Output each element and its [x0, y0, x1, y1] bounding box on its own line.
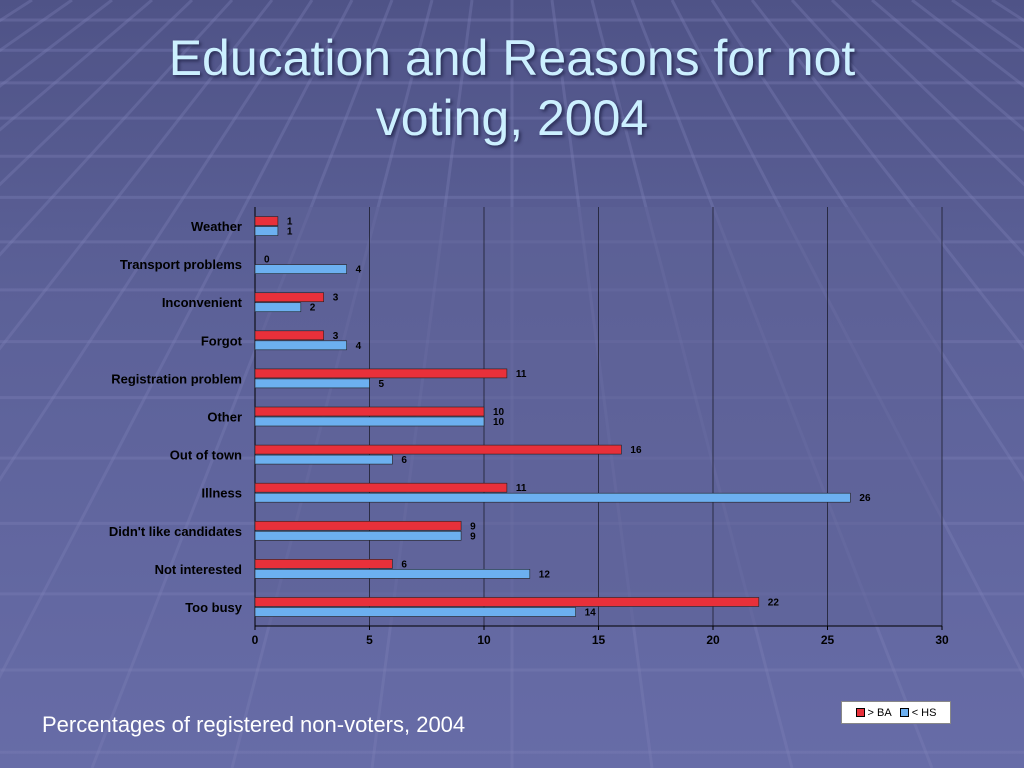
- background-grid-line: [90, 0, 394, 768]
- background-grid-line: [750, 0, 1024, 351]
- bar-hs: [254, 340, 347, 351]
- data-label-hs: 14: [585, 607, 597, 618]
- y-category-label: Weather: [191, 219, 242, 234]
- bar-ba: [254, 330, 324, 341]
- y-category-label: Didn't like candidates: [109, 524, 242, 539]
- x-tick-label: 30: [935, 633, 949, 647]
- bar-ba: [254, 292, 324, 303]
- data-label-ba: 6: [401, 559, 407, 570]
- y-category-label: Not interested: [155, 562, 242, 577]
- background-grid-line: [790, 0, 1024, 257]
- legend-label-hs: < HS: [911, 706, 937, 719]
- legend-swatch-hs: [899, 708, 909, 717]
- y-category-label: Out of town: [170, 448, 242, 463]
- x-tick-label: 5: [366, 633, 373, 647]
- data-label-hs: 10: [493, 417, 505, 428]
- bar-hs: [254, 264, 347, 274]
- bar-hs: [254, 569, 531, 579]
- data-label-hs: 4: [356, 265, 362, 276]
- legend-label-ba: > BA: [867, 706, 892, 719]
- x-tick-label: 0: [252, 633, 259, 647]
- bar-ba: [254, 520, 462, 531]
- x-tick-label: 10: [477, 633, 491, 647]
- chart-legend: > BA < HS: [841, 701, 951, 724]
- data-label-hs: 5: [379, 379, 385, 390]
- data-label-ba: 11: [516, 483, 527, 494]
- bar-ba: [254, 559, 393, 569]
- data-label-ba: 10: [493, 407, 505, 418]
- slide-title-line-1: Education and Reasons for not: [168, 30, 856, 86]
- bar-hs: [254, 416, 485, 427]
- y-category-label: Registration problem: [111, 371, 242, 386]
- bar-ba: [254, 597, 760, 607]
- background-grid-line: [871, 0, 1024, 132]
- bar-hs: [254, 226, 279, 236]
- bar-hs: [254, 302, 302, 313]
- data-label-ba: 16: [630, 445, 642, 456]
- bar-hs: [254, 378, 370, 389]
- data-label-hs: 1: [287, 227, 293, 238]
- data-label-hs: 12: [539, 569, 551, 580]
- slide-subtitle: Percentages of registered non-voters, 20…: [42, 712, 466, 737]
- data-label-hs: 9: [470, 531, 476, 542]
- data-label-ba: 0: [264, 255, 270, 266]
- x-tick-label: 20: [706, 633, 720, 647]
- data-label-ba: 9: [470, 521, 476, 532]
- bar-ba: [254, 444, 622, 455]
- legend-item-ba: > BA: [855, 706, 892, 719]
- y-category-label: Illness: [202, 486, 242, 501]
- bar-hs: [254, 454, 393, 465]
- background-grid-line: [0, 0, 314, 482]
- background-grid-line: [0, 0, 354, 680]
- bar-ba: [254, 216, 279, 226]
- background-grid-line: [0, 0, 274, 351]
- data-label-ba: 11: [516, 369, 527, 380]
- background-grid-line: [710, 0, 1024, 482]
- background-grid-line: [0, 0, 194, 187]
- data-label-ba: 1: [287, 217, 293, 228]
- bar-hs: [254, 530, 462, 541]
- y-category-label: Other: [207, 410, 242, 425]
- x-tick-label: 25: [821, 633, 835, 647]
- data-label-hs: 6: [401, 455, 407, 466]
- bar-ba: [254, 406, 485, 417]
- legend-swatch-ba: [855, 708, 865, 717]
- data-label-ba: 22: [768, 597, 780, 608]
- y-category-label: Forgot: [201, 333, 243, 348]
- background-grid-line: [830, 0, 1024, 187]
- background-grid-line: [0, 0, 153, 132]
- bar-hs: [254, 492, 851, 503]
- bar-hs: [254, 607, 576, 617]
- data-label-hs: 4: [356, 341, 362, 352]
- y-category-label: Transport problems: [120, 257, 242, 272]
- bar-ba: [254, 482, 508, 493]
- bar-ba: [254, 368, 508, 379]
- data-label-ba: 3: [333, 293, 339, 304]
- data-label-hs: 2: [310, 303, 316, 314]
- y-category-label: Inconvenient: [162, 295, 243, 310]
- legend-item-hs: < HS: [899, 706, 937, 719]
- data-label-ba: 3: [333, 331, 339, 342]
- x-tick-label: 15: [592, 633, 606, 647]
- y-category-label: Too busy: [185, 600, 243, 615]
- data-label-hs: 26: [859, 493, 871, 504]
- slide-title: Education and Reasons for not voting, 20…: [0, 28, 1024, 148]
- background-grid-line: [0, 0, 234, 257]
- slide-title-line-2: voting, 2004: [375, 90, 649, 146]
